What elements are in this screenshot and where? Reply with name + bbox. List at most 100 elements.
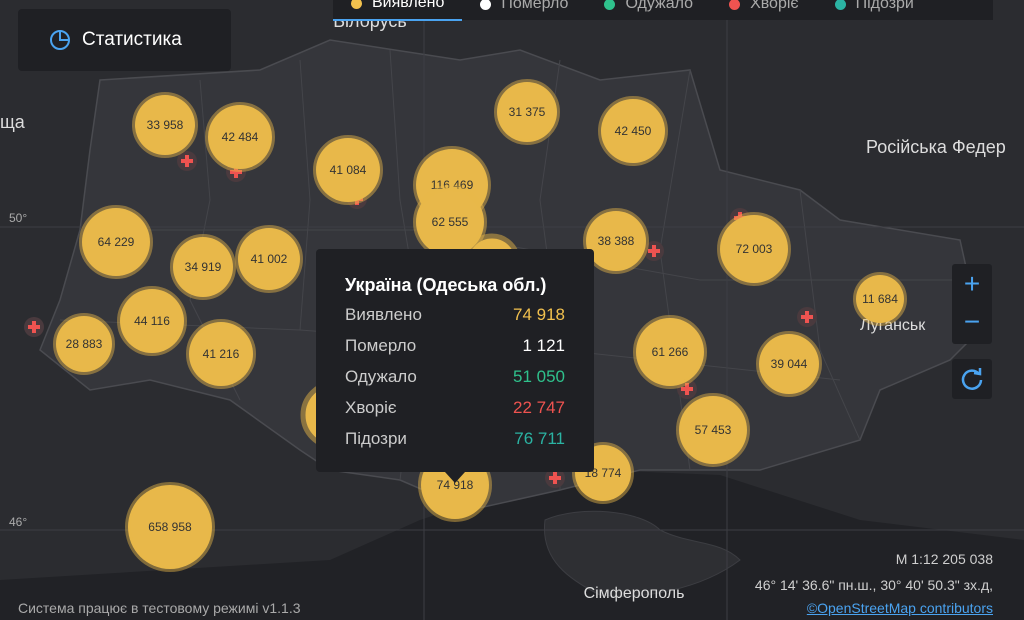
cluster-count: 41 002 <box>251 252 288 266</box>
row-value: 74 918 <box>513 305 565 324</box>
marker-cross <box>681 383 693 395</box>
cluster-circle <box>205 102 275 172</box>
cluster[interactable]: 34 919 <box>170 234 236 300</box>
cluster-count: 61 266 <box>652 345 689 359</box>
legend-label: Хворіє <box>750 0 799 12</box>
cluster-circle <box>186 319 256 389</box>
refresh-button[interactable] <box>952 359 992 399</box>
tooltip: Україна (Одеська обл.) Виявлено 74 918 Пом… <box>316 249 594 483</box>
legend-item[interactable]: Виявлено <box>333 0 463 21</box>
legend-dot <box>729 0 741 10</box>
crimea <box>543 510 741 597</box>
cluster-circle <box>717 212 791 286</box>
cluster-circle <box>853 272 907 326</box>
cluster[interactable]: 57 453 <box>676 393 750 467</box>
legend: Виявлено Померло Одужало Хворіє Підозри <box>333 0 993 21</box>
map-label: Російська Федер <box>866 137 1006 157</box>
cluster-circle <box>494 79 560 145</box>
stats-button[interactable]: Статистика <box>18 9 231 71</box>
cluster[interactable]: 61 266 <box>633 315 707 389</box>
legend-label: Підозри <box>855 0 914 12</box>
cluster[interactable]: 28 883 <box>53 313 115 375</box>
marker-cross <box>549 472 561 484</box>
row-value: 1 121 <box>522 336 565 355</box>
cluster-count: 41 216 <box>203 347 240 361</box>
hospital-marker <box>177 151 197 171</box>
tooltip-row: Виявлено 74 918 <box>345 305 565 325</box>
marker-cross <box>181 155 193 167</box>
cluster[interactable]: 38 388 <box>583 208 649 274</box>
attribution[interactable]: ©OpenStreetMap contributors <box>806 600 993 616</box>
map-label: Сімферополь <box>584 585 685 602</box>
zoom-controls: + − <box>952 264 992 344</box>
legend-label: Виявлено <box>372 0 445 11</box>
legend-item[interactable]: Одужало <box>586 0 711 20</box>
zoom-in[interactable]: + <box>963 268 981 299</box>
cluster-count: 34 919 <box>185 260 222 274</box>
cluster[interactable]: 31 375 <box>494 79 560 145</box>
cluster-circle <box>598 96 668 166</box>
tooltip-row: Померло 1 121 <box>345 336 565 356</box>
row-value: 51 050 <box>513 367 565 386</box>
row-label: Одужало <box>345 367 417 386</box>
cluster[interactable]: 658 958 <box>125 482 215 572</box>
cluster-circle <box>125 482 215 572</box>
hospital-marker <box>545 468 565 488</box>
zoom-out[interactable]: − <box>963 306 981 337</box>
cluster[interactable]: 33 958 <box>132 92 198 158</box>
cluster[interactable]: 64 229 <box>79 205 153 279</box>
row-label: Виявлено <box>345 305 422 324</box>
cluster[interactable]: 44 116 <box>117 286 187 356</box>
marker-cross <box>801 311 813 323</box>
cluster[interactable]: 41 084 <box>313 135 383 205</box>
tooltip-row: Хворіє 22 747 <box>345 398 565 418</box>
legend-item[interactable]: Хворіє <box>711 0 817 20</box>
marker-cross <box>28 321 40 333</box>
legend-dot <box>351 0 362 9</box>
row-label: Підозри <box>345 429 407 448</box>
cluster-circle <box>583 208 649 274</box>
tooltip-row: Одужало 51 050 <box>345 367 565 387</box>
cluster[interactable]: 42 484 <box>205 102 275 172</box>
legend-dot <box>480 0 492 10</box>
cluster[interactable]: 41 002 <box>235 225 303 293</box>
cluster[interactable]: 42 450 <box>598 96 668 166</box>
cluster-circle <box>313 135 383 205</box>
cluster-circle <box>676 393 750 467</box>
legend-dot <box>834 0 846 10</box>
cluster-count: 42 484 <box>222 130 259 144</box>
cluster-count: 57 453 <box>695 423 732 437</box>
hospital-marker <box>24 317 44 337</box>
cluster-count: 39 044 <box>771 357 808 371</box>
cluster-circle <box>53 313 115 375</box>
cluster-circle <box>132 92 198 158</box>
legend-item[interactable]: Підозри <box>817 0 932 20</box>
cluster-count: 41 084 <box>330 163 367 177</box>
chart-icon <box>50 30 70 50</box>
cluster[interactable]: 72 003 <box>717 212 791 286</box>
cluster[interactable]: 41 216 <box>186 319 256 389</box>
cluster-circle <box>756 331 822 397</box>
legend-item[interactable]: Померло <box>462 0 586 20</box>
graticule-label: 46° <box>9 515 27 529</box>
cluster-circle <box>79 205 153 279</box>
row-value: 76 711 <box>514 429 565 448</box>
tooltip-row: Підозри 76 711 <box>345 429 565 449</box>
sea <box>0 470 1024 620</box>
hospital-marker <box>797 307 817 327</box>
cluster-count: 38 388 <box>598 234 635 248</box>
cluster-count: 116 469 <box>431 178 474 192</box>
footer: Система працює в тестовому режимі v1.1.3 <box>18 600 301 616</box>
tooltip-title: Україна (Одеська обл.) <box>345 275 547 295</box>
cluster-count: 658 958 <box>148 520 192 534</box>
cluster[interactable]: 39 044 <box>756 331 822 397</box>
hospital-marker <box>644 241 664 261</box>
cluster-circle <box>235 225 303 293</box>
cluster[interactable]: 11 684 <box>853 272 907 326</box>
cluster[interactable]: 62 555 <box>413 185 487 259</box>
cluster-count: 31 375 <box>509 105 546 119</box>
map-label: ща <box>0 112 26 132</box>
cluster-circle <box>170 234 236 300</box>
hospital-marker <box>677 379 697 399</box>
